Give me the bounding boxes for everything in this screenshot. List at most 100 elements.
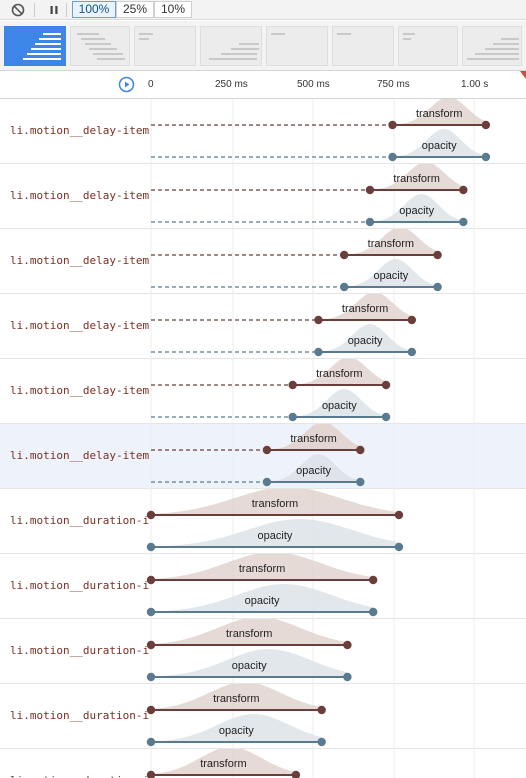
transform-easing-curve	[151, 554, 374, 580]
animation-node-name[interactable]: li.motion__duration-item	[10, 644, 150, 657]
opacity-end-keyframe[interactable]	[481, 152, 491, 162]
playhead-marker[interactable]	[520, 71, 526, 79]
transform-start-keyframe[interactable]	[146, 575, 156, 585]
transform-end-keyframe[interactable]	[394, 510, 404, 520]
speed-100-button[interactable]: 100%	[72, 1, 116, 18]
transform-end-keyframe[interactable]	[381, 380, 391, 390]
speed-10-button[interactable]: 10%	[154, 1, 192, 18]
opacity-easing-curve	[318, 324, 412, 352]
transform-end-keyframe[interactable]	[481, 120, 491, 130]
opacity-label: opacity	[399, 205, 434, 217]
animation-node-name[interactable]: li.motion__delay-item	[10, 124, 150, 137]
replay-icon[interactable]	[118, 76, 135, 93]
transform-start-keyframe[interactable]	[146, 510, 156, 520]
opacity-start-keyframe[interactable]	[146, 607, 156, 617]
opacity-end-keyframe[interactable]	[394, 542, 404, 552]
animation-node-name[interactable]: li.motion__duration-item	[10, 514, 150, 527]
animation-group-thumb[interactable]	[462, 26, 522, 66]
opacity-end-keyframe[interactable]	[317, 737, 326, 747]
transform-end-keyframe[interactable]	[407, 315, 417, 325]
opacity-start-keyframe[interactable]	[146, 737, 156, 747]
animation-group-thumb[interactable]	[70, 26, 130, 66]
opacity-end-keyframe[interactable]	[356, 477, 365, 487]
pause-icon[interactable]	[46, 2, 62, 18]
transform-start-keyframe[interactable]	[262, 445, 272, 455]
animation-node-name[interactable]: li.motion__delay-item	[10, 449, 150, 462]
speed-25-button[interactable]: 25%	[116, 1, 154, 18]
opacity-end-keyframe[interactable]	[381, 412, 391, 422]
opacity-end-keyframe[interactable]	[368, 607, 378, 617]
animation-node-name[interactable]: li.motion__duration-item	[10, 579, 150, 592]
opacity-end-keyframe[interactable]	[433, 282, 442, 292]
animation-groups-bar	[0, 21, 526, 71]
animation-group-thumb[interactable]	[134, 26, 196, 66]
animation-rows: li.motion__delay-item transform opacity li.…	[0, 99, 526, 778]
transform-end-keyframe[interactable]	[368, 575, 378, 585]
animation-row[interactable]: li.motion__delay-item transform opacity	[0, 99, 526, 164]
animation-group-thumb[interactable]	[200, 26, 262, 66]
opacity-start-keyframe[interactable]	[146, 672, 156, 682]
animation-node-name[interactable]: li.motion__delay-item	[10, 319, 150, 332]
animation-row[interactable]: li.motion__delay-item transform opacity	[0, 229, 526, 294]
transform-label: transform	[342, 303, 388, 315]
opacity-start-keyframe[interactable]	[262, 477, 272, 487]
animation-group-thumb[interactable]	[332, 26, 394, 66]
animation-row[interactable]: li.motion__delay-item transform opacity	[0, 359, 526, 424]
transform-start-keyframe[interactable]	[146, 770, 156, 778]
transform-start-keyframe[interactable]	[314, 315, 323, 325]
transform-start-keyframe[interactable]	[388, 120, 397, 130]
transform-easing-curve	[266, 424, 361, 450]
animation-node-name[interactable]: li.motion__delay-item	[10, 254, 150, 267]
transform-easing-curve	[369, 164, 464, 190]
opacity-start-keyframe[interactable]	[288, 412, 297, 422]
animation-group-thumb[interactable]	[266, 26, 328, 66]
opacity-end-keyframe[interactable]	[343, 672, 352, 682]
animation-group-thumb[interactable]	[398, 26, 458, 66]
animation-node-name[interactable]: li.motion__delay-item	[10, 384, 150, 397]
clear-icon[interactable]	[10, 2, 26, 18]
opacity-end-keyframe[interactable]	[407, 347, 417, 357]
animation-row[interactable]: li.motion__delay-item transform opacity	[0, 424, 526, 489]
animation-group-thumb[interactable]	[4, 26, 66, 66]
animation-node-name[interactable]: li.motion__duration-item	[10, 774, 150, 778]
opacity-start-keyframe[interactable]	[365, 217, 375, 227]
transform-end-keyframe[interactable]	[291, 770, 301, 778]
opacity-start-keyframe[interactable]	[146, 542, 156, 552]
opacity-end-keyframe[interactable]	[459, 217, 468, 227]
animation-node-name[interactable]: li.motion__duration-item	[10, 709, 150, 722]
animation-row[interactable]: li.motion__delay-item transform opacity	[0, 164, 526, 229]
opacity-easing-curve	[292, 389, 387, 417]
transform-easing-curve	[344, 229, 438, 255]
transform-start-keyframe[interactable]	[365, 185, 375, 195]
transform-label: transform	[239, 563, 285, 575]
opacity-start-keyframe[interactable]	[340, 282, 349, 292]
transform-start-keyframe[interactable]	[340, 250, 349, 260]
transform-end-keyframe[interactable]	[317, 705, 326, 715]
transform-end-keyframe[interactable]	[356, 445, 365, 455]
animation-node-name[interactable]: li.motion__delay-item	[10, 189, 150, 202]
animation-row[interactable]: li.motion__duration-item transform opacity	[0, 684, 526, 749]
tick-label: 1.00 s	[461, 79, 489, 90]
transform-start-keyframe[interactable]	[146, 705, 156, 715]
transform-end-keyframe[interactable]	[459, 185, 468, 195]
opacity-easing-curve	[151, 649, 348, 677]
animation-row[interactable]: li.motion__delay-item transform opacity	[0, 294, 526, 359]
opacity-label: opacity	[219, 725, 254, 737]
opacity-start-keyframe[interactable]	[314, 347, 323, 357]
transform-end-keyframe[interactable]	[433, 250, 442, 260]
transform-start-keyframe[interactable]	[288, 380, 297, 390]
transform-start-keyframe[interactable]	[146, 640, 156, 650]
transform-label: transform	[213, 693, 259, 705]
transform-end-keyframe[interactable]	[343, 640, 352, 650]
opacity-start-keyframe[interactable]	[388, 152, 397, 162]
animations-toolbar: 100% 25% 10%	[0, 0, 526, 20]
opacity-label: opacity	[258, 530, 293, 542]
